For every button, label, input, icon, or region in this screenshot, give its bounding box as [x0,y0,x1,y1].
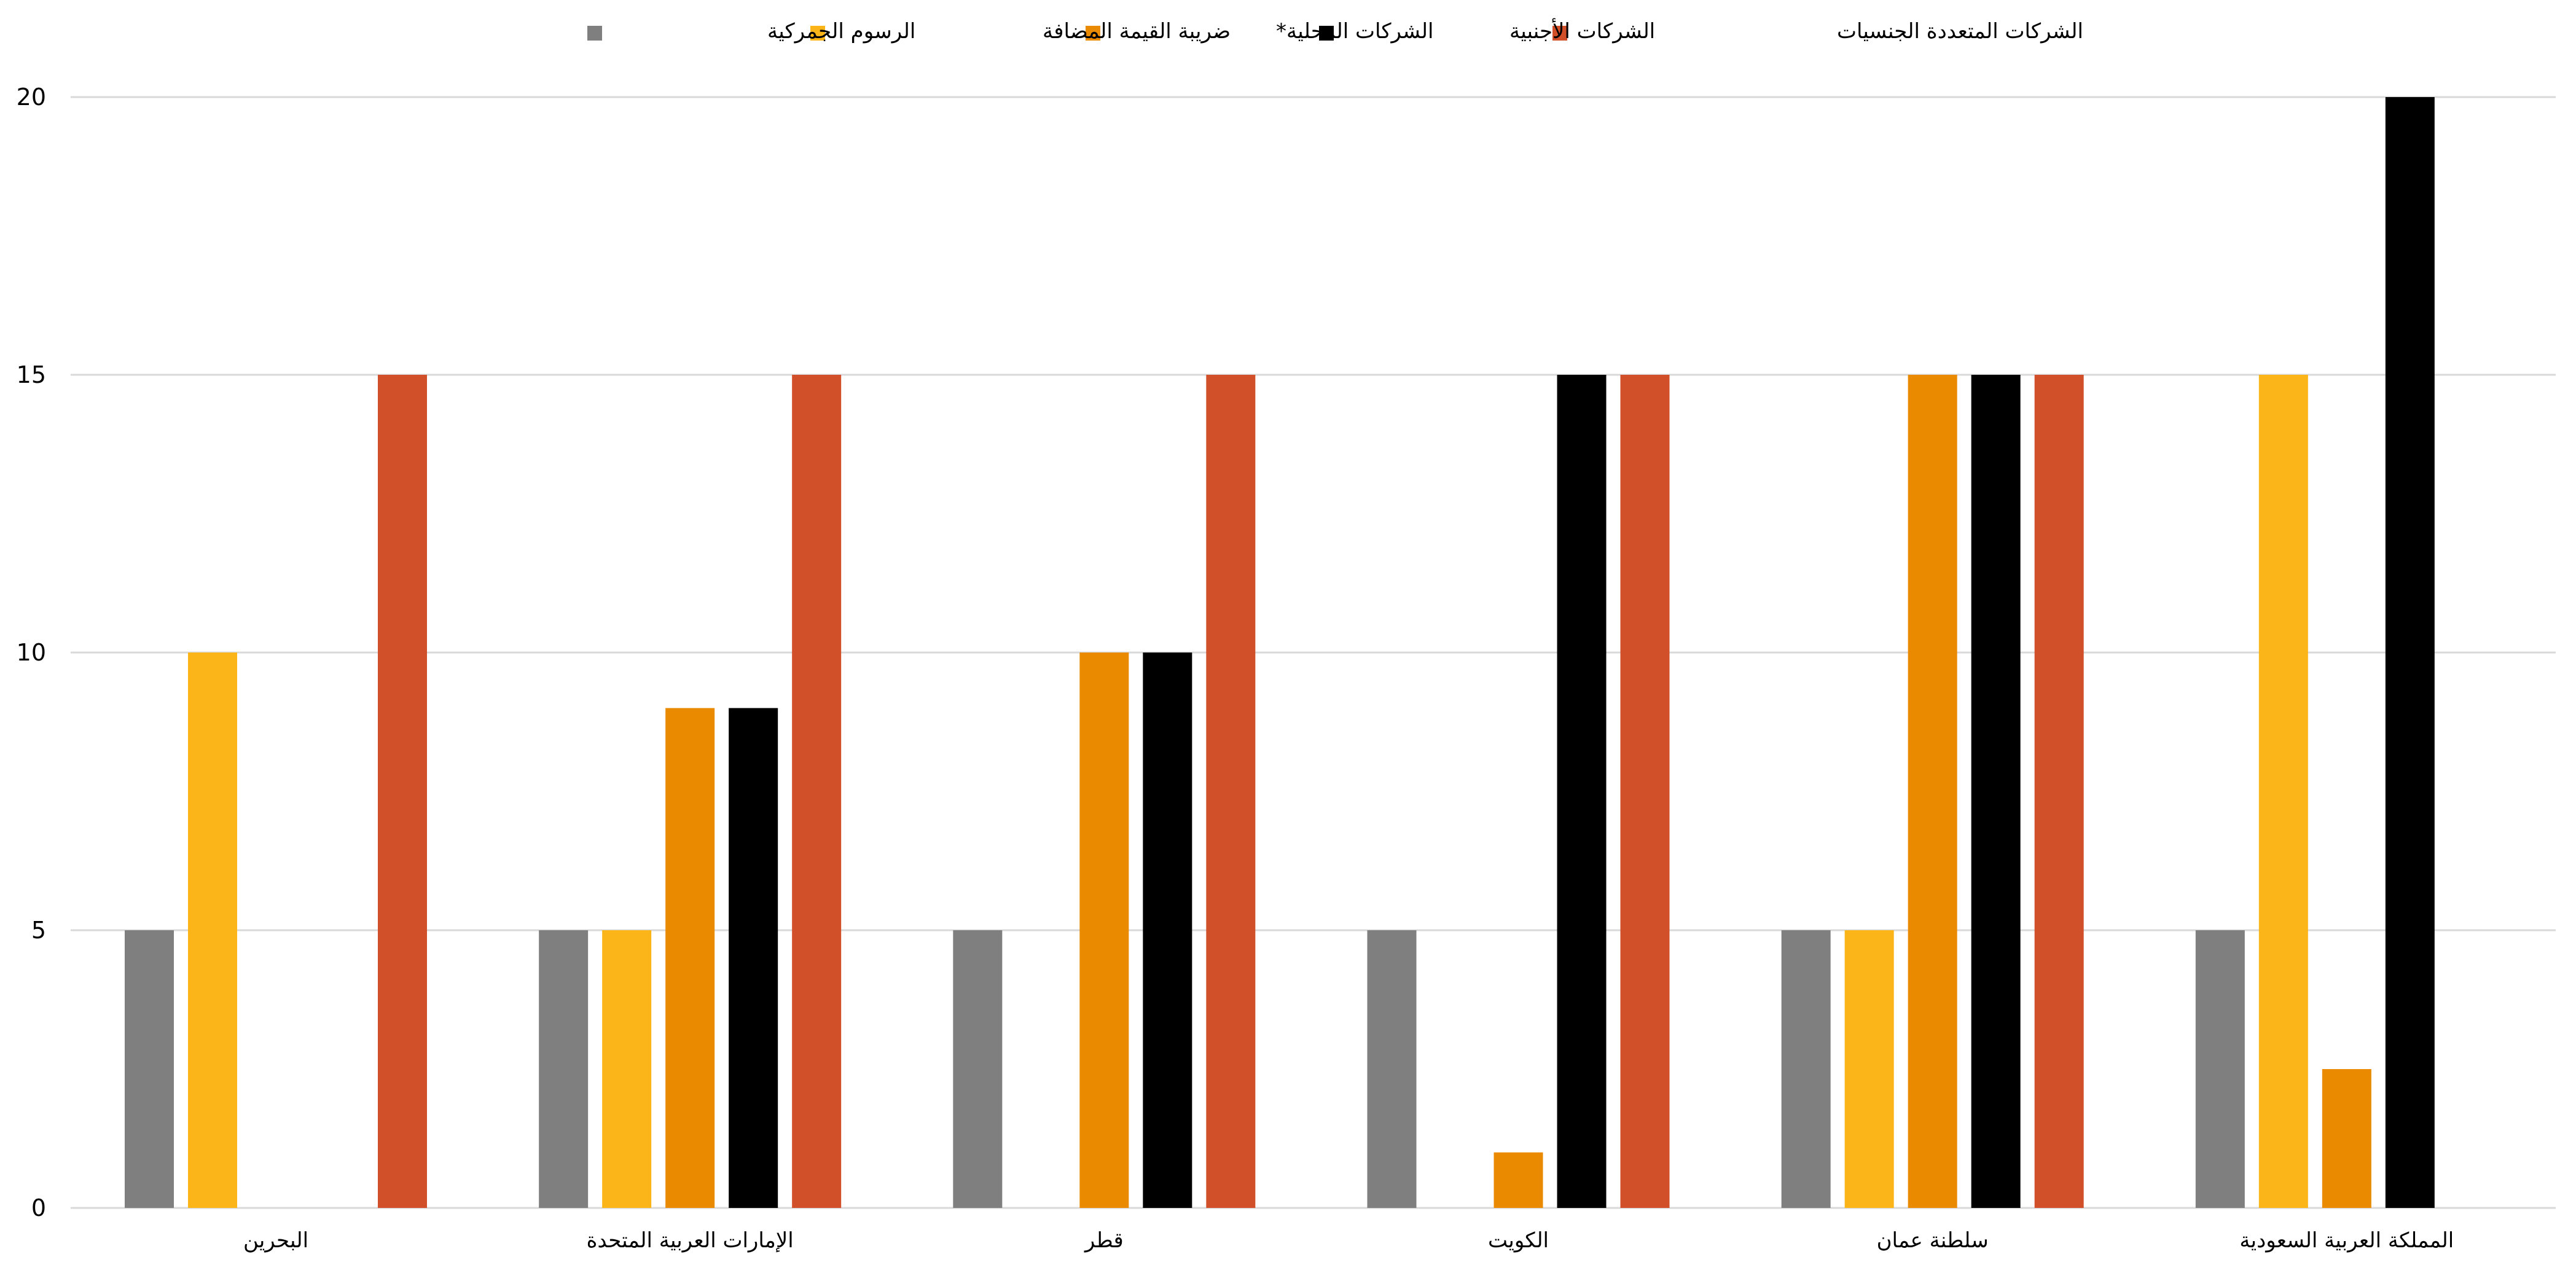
legend-swatch [1552,26,1567,41]
bar [2034,375,2084,1208]
gridlines [71,96,2556,1209]
bar [1971,375,2021,1208]
legend-swatch [1086,26,1100,41]
legend-swatch [587,26,602,41]
legend-label: ضريبة القيمة المضافة [1043,19,1231,44]
bar [1079,653,1129,1208]
bar [1781,930,1831,1208]
bar [2385,97,2435,1208]
x-category-label: سلطنة عمان [1877,1228,1989,1253]
legend-label: الرسوم الجمركية [767,19,915,44]
bars [125,97,2435,1208]
bar [539,930,589,1208]
y-tick-label: 10 [17,639,46,666]
bar [1908,375,1957,1208]
bar [1620,375,1670,1208]
x-category-label: المملكة العربية السعودية [2239,1228,2454,1253]
y-tick-label: 0 [31,1194,46,1221]
legend-swatch [810,26,825,41]
bar [1557,375,1607,1208]
legend-label: الشركات المتعددة الجنسيات [1837,19,2083,44]
bar [2195,930,2245,1208]
legend-swatch [1319,26,1334,41]
x-axis-category-labels: البحرين الإمارات العربية المتحدة قطر الكويت… [243,1228,2454,1253]
bar [378,375,427,1208]
bar [188,653,237,1208]
y-tick-label: 15 [17,361,46,388]
bar [1143,653,1192,1208]
bar [1206,375,1256,1208]
bar [125,930,174,1208]
bar [729,708,778,1208]
bar [953,930,1003,1208]
bar [602,930,652,1208]
legend: الشركات المتعددة الجنسيات الشركات الأجنبي… [587,18,2083,44]
y-axis-ticks: 0 5 10 15 20 [17,84,46,1221]
x-category-label: الإمارات العربية المتحدة [587,1228,794,1253]
legend-label: الشركات المحلية* [1276,19,1433,44]
bar [1844,930,1894,1208]
bar [2322,1069,2371,1208]
bar [665,708,715,1208]
bar [2258,375,2308,1208]
y-tick-label: 5 [31,917,46,944]
y-tick-label: 20 [17,84,46,111]
x-category-label: قطر [1084,1228,1124,1253]
x-category-label: البحرين [243,1228,308,1253]
bar [1494,1152,1543,1208]
bar [792,375,842,1208]
x-category-label: الكويت [1488,1228,1549,1253]
bar [1367,930,1417,1208]
legend-label: الشركات الأجنبية [1509,18,1655,44]
